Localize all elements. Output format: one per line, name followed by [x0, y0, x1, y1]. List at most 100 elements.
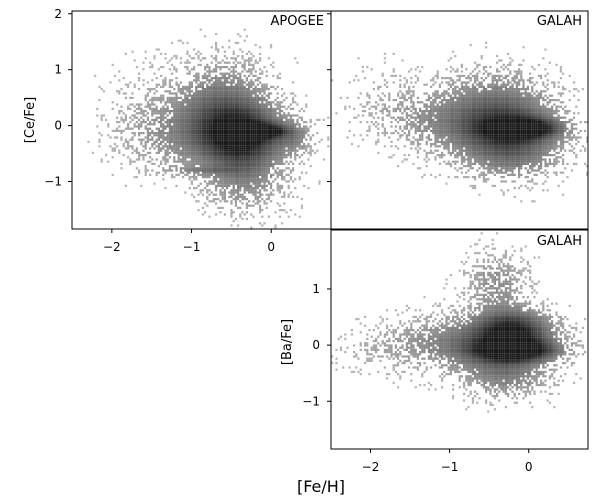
density-cell: [164, 160, 167, 163]
density-cell: [232, 61, 235, 64]
density-cell: [430, 125, 433, 128]
density-cell: [259, 90, 262, 93]
density-cell: [124, 118, 127, 121]
density-cell: [471, 107, 474, 110]
density-cell: [166, 134, 169, 137]
density-cell: [267, 92, 270, 95]
density-cell: [432, 121, 435, 124]
density-cell: [478, 107, 481, 110]
density-cell: [469, 79, 472, 82]
density-cell: [195, 134, 198, 137]
density-cell: [390, 116, 393, 119]
density-cell: [276, 162, 279, 165]
density-cell: [445, 138, 448, 141]
density-cell: [482, 178, 485, 181]
density-cell: [471, 121, 474, 124]
density-cell: [281, 88, 284, 91]
density-cell: [276, 189, 279, 192]
density-cell: [223, 200, 226, 203]
density-cell: [232, 132, 235, 135]
density-cell: [478, 123, 481, 126]
density-cell: [173, 88, 176, 91]
density-cell: [212, 81, 215, 84]
density-cell: [423, 83, 426, 86]
density-cell: [272, 151, 275, 154]
density-cell: [252, 136, 255, 139]
density-cell: [179, 140, 182, 143]
density-cell: [318, 182, 321, 185]
density-cell: [190, 180, 193, 183]
density-cell: [292, 107, 295, 110]
density-cell: [179, 96, 182, 99]
density-cell: [140, 103, 143, 106]
density-cell: [186, 171, 189, 174]
density-cell: [252, 156, 255, 159]
density-cell: [460, 85, 463, 88]
density-cell: [195, 127, 198, 130]
density-cell: [179, 143, 182, 146]
density-cell: [485, 151, 488, 154]
density-cell: [318, 140, 321, 143]
density-cell: [401, 112, 404, 115]
density-cell: [155, 134, 158, 137]
density-cell: [239, 116, 242, 119]
density-cell: [434, 116, 437, 119]
density-cell: [456, 125, 459, 128]
density-cell: [142, 61, 145, 64]
density-cell: [496, 125, 499, 128]
density-cell: [245, 116, 248, 119]
density-cell: [410, 123, 413, 126]
density-cell: [487, 94, 490, 97]
density-cell: [221, 182, 224, 185]
density-cell: [160, 107, 163, 110]
density-cell: [239, 110, 242, 113]
density-cell: [267, 134, 270, 137]
density-cell: [421, 132, 424, 135]
density-cell: [199, 143, 202, 146]
density-cell: [208, 134, 211, 137]
density-cell: [261, 160, 264, 163]
density-cell: [179, 103, 182, 106]
density-cell: [283, 178, 286, 181]
density-cell: [261, 121, 264, 124]
density-cell: [223, 112, 226, 115]
density-cell: [438, 132, 441, 135]
density-cell: [133, 160, 136, 163]
density-cell: [432, 127, 435, 130]
density-cell: [230, 83, 233, 86]
density-cell: [469, 149, 472, 152]
density-cell: [190, 138, 193, 141]
density-cell: [239, 92, 242, 95]
density-cell: [149, 151, 152, 154]
density-cell: [480, 81, 483, 84]
density-cell: [287, 136, 290, 139]
density-cell: [283, 140, 286, 143]
density-cell: [241, 114, 244, 117]
density-cell: [309, 151, 312, 154]
density-cell: [256, 103, 259, 106]
density-cell: [230, 178, 233, 181]
density-cell: [184, 61, 187, 64]
density-cell: [221, 125, 224, 128]
density-cell: [210, 154, 213, 157]
density-cell: [241, 85, 244, 88]
density-cell: [458, 167, 461, 170]
density-cell: [489, 83, 492, 86]
density-cell: [197, 138, 200, 141]
density-cell: [434, 134, 437, 137]
density-cell: [292, 96, 295, 99]
density-cell: [241, 134, 244, 137]
density-cell: [478, 114, 481, 117]
density-cell: [193, 125, 196, 128]
density-cell: [94, 74, 97, 77]
density-cell: [182, 158, 185, 161]
density-cell: [366, 66, 369, 69]
density-cell: [133, 114, 136, 117]
density-cell: [454, 132, 457, 135]
density-cell: [109, 136, 112, 139]
density-cell: [248, 178, 251, 181]
density-cell: [272, 132, 275, 135]
density-cell: [122, 112, 125, 115]
density-cell: [248, 116, 251, 119]
density-cell: [223, 147, 226, 150]
